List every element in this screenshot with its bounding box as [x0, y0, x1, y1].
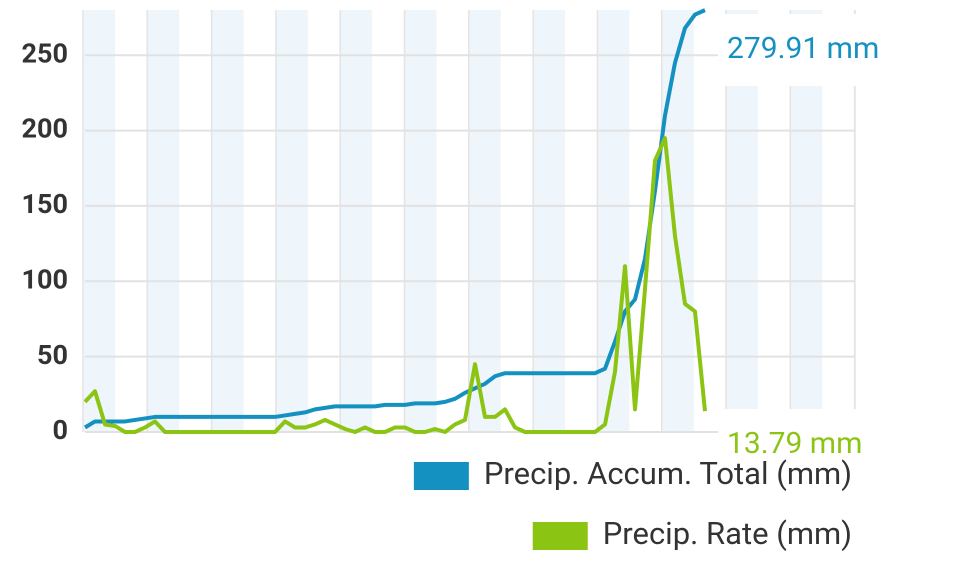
- legend-label: Precip. Accum. Total (mm): [484, 455, 852, 492]
- legend-swatch: [413, 462, 469, 490]
- band: [147, 10, 180, 432]
- y-tick-label: 200: [22, 113, 68, 145]
- band: [340, 10, 373, 432]
- y-tick-label: 50: [37, 339, 68, 371]
- band: [275, 10, 308, 432]
- band: [597, 10, 630, 432]
- band: [661, 10, 694, 432]
- end-label: 13.79 mm: [727, 426, 862, 461]
- legend-label: Precip. Rate (mm): [603, 515, 852, 552]
- series-line: [83, 136, 707, 434]
- series-line: [83, 8, 706, 430]
- band: [83, 10, 115, 432]
- y-tick-label: 100: [22, 263, 68, 295]
- band: [211, 10, 244, 432]
- y-tick-label: 0: [53, 414, 69, 446]
- label-bg: [718, 14, 858, 86]
- legend-swatch: [532, 522, 588, 550]
- y-tick-label: 150: [22, 188, 68, 220]
- band: [404, 10, 437, 432]
- band: [468, 10, 501, 432]
- label-bg: [718, 409, 858, 481]
- y-tick-label: 250: [22, 37, 68, 69]
- end-label: 279.91 mm: [727, 31, 879, 66]
- band: [533, 10, 566, 432]
